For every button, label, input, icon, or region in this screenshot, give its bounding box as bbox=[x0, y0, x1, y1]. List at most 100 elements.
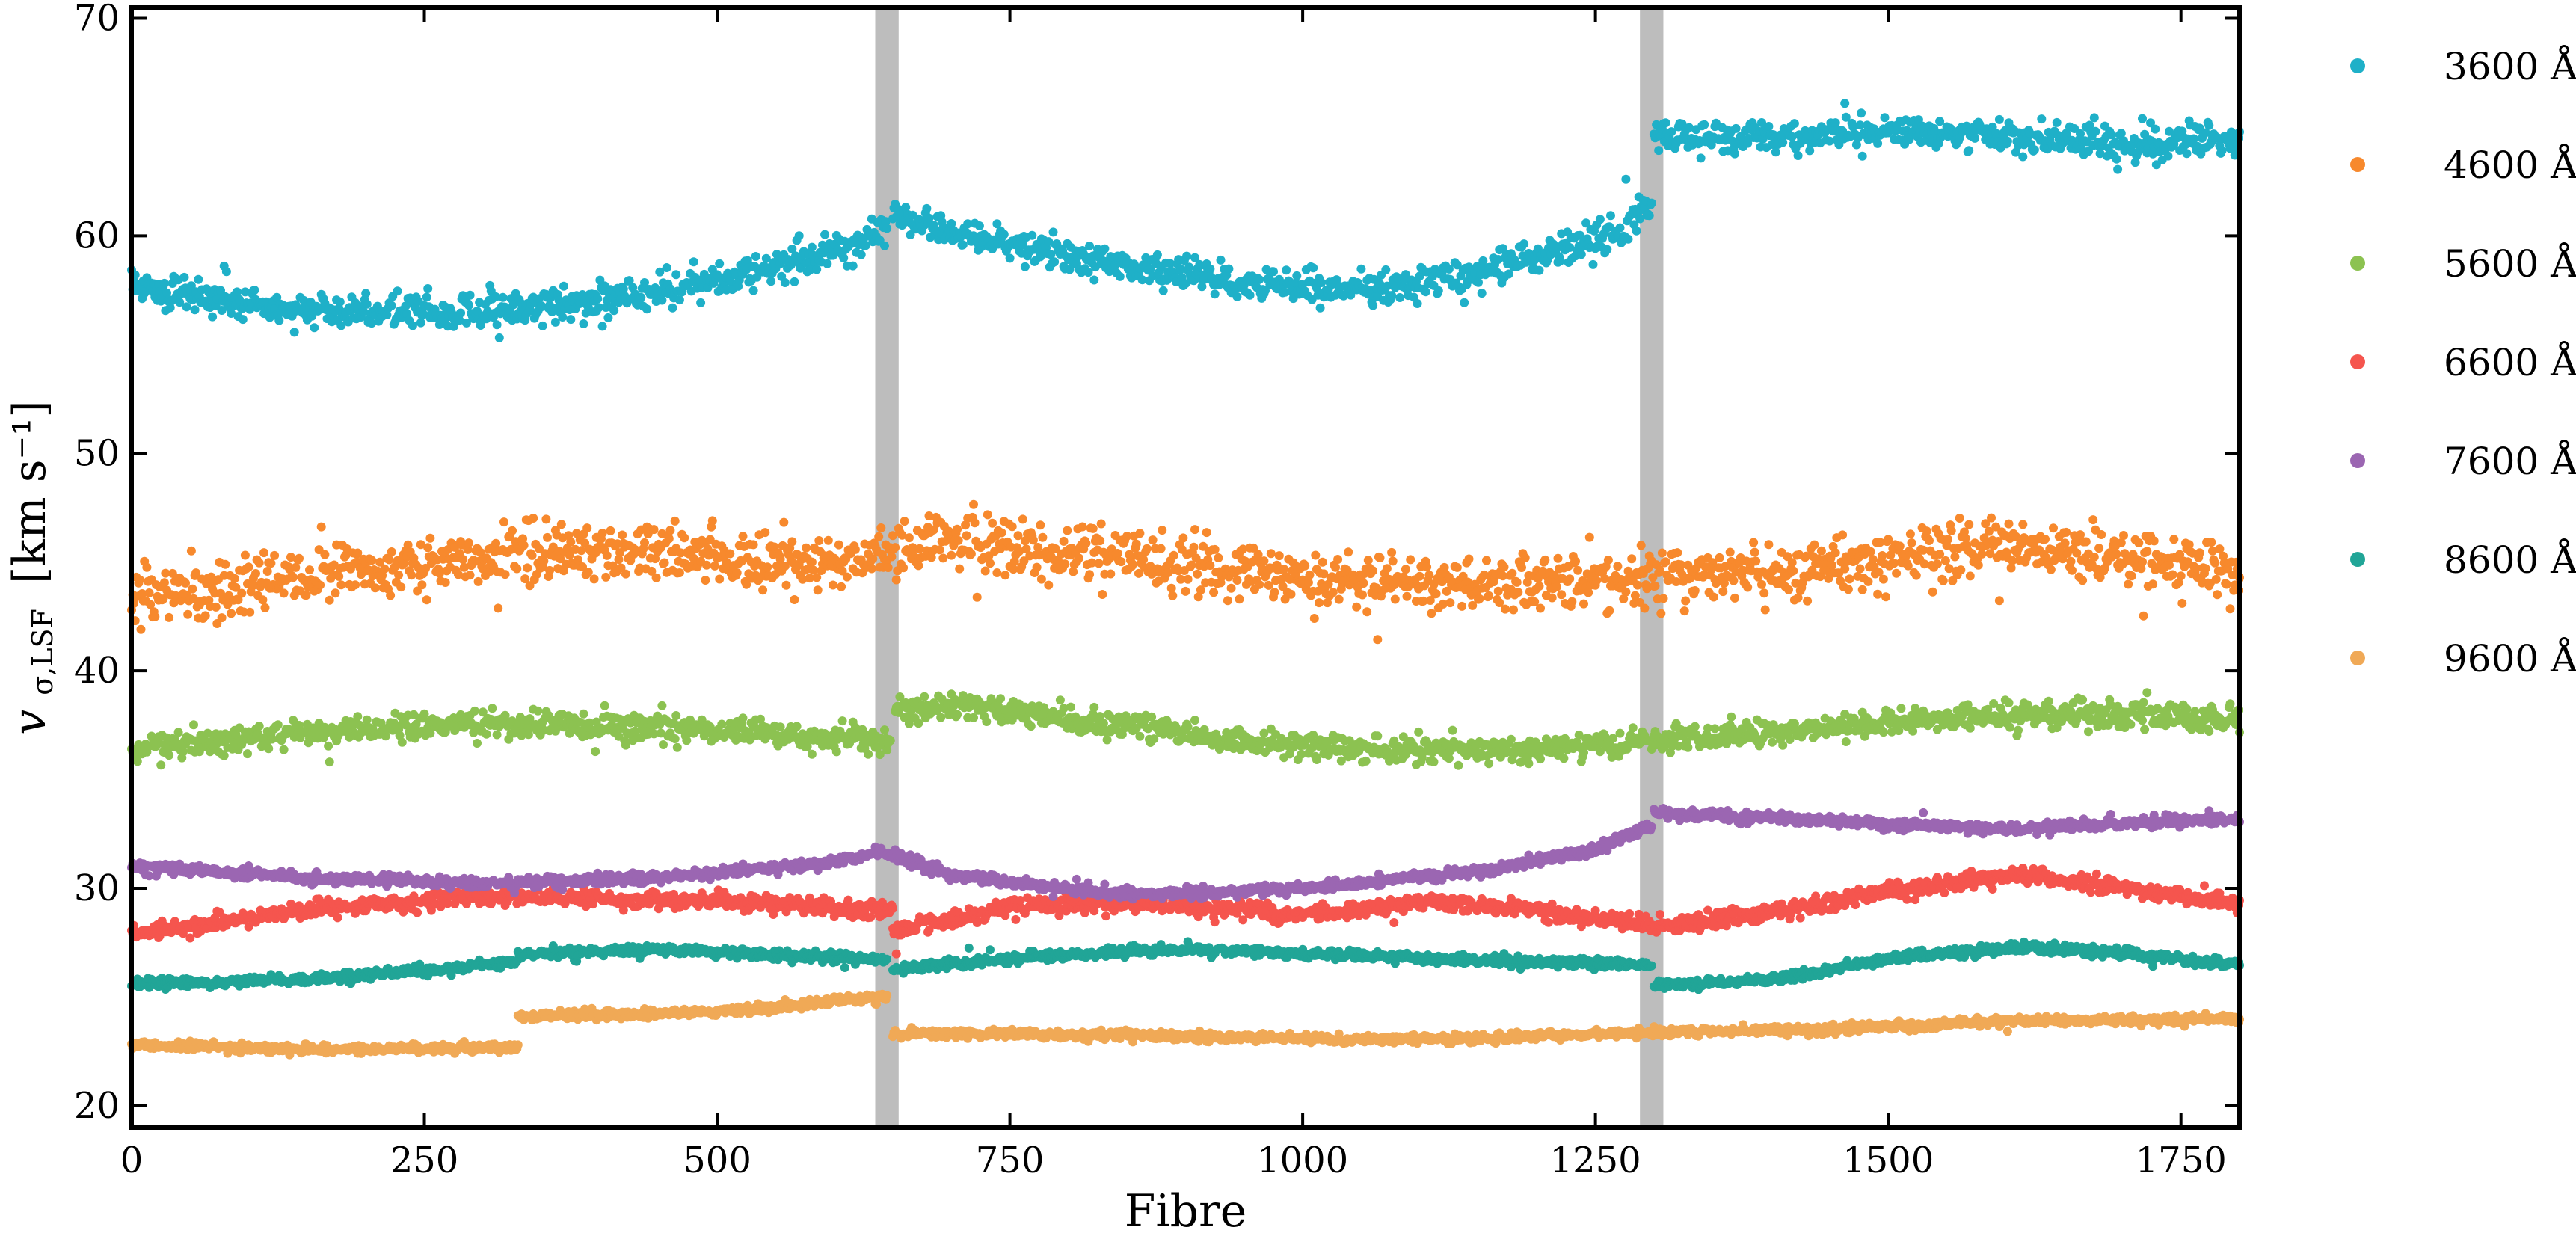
data-point bbox=[1507, 568, 1517, 578]
data-point bbox=[316, 580, 325, 590]
data-point bbox=[527, 550, 537, 560]
data-point bbox=[1210, 289, 1220, 299]
data-point bbox=[1606, 211, 1615, 221]
data-point bbox=[839, 253, 849, 263]
data-point bbox=[2177, 598, 2187, 608]
data-point bbox=[807, 557, 817, 567]
data-point bbox=[558, 313, 568, 322]
data-point bbox=[796, 263, 805, 273]
data-point bbox=[491, 292, 501, 301]
data-point bbox=[983, 510, 992, 520]
data-point bbox=[279, 745, 289, 754]
data-point bbox=[1973, 560, 1983, 570]
data-point bbox=[533, 706, 543, 716]
data-point bbox=[1567, 597, 1577, 606]
data-point bbox=[2138, 114, 2147, 123]
data-point bbox=[1182, 251, 1192, 261]
data-point bbox=[1223, 596, 1232, 606]
data-point bbox=[1878, 551, 1887, 560]
data-point bbox=[1855, 564, 1865, 574]
data-point bbox=[904, 533, 914, 543]
data-point bbox=[367, 556, 377, 565]
data-point bbox=[1060, 559, 1070, 569]
data-point bbox=[181, 578, 190, 588]
data-point bbox=[715, 259, 725, 268]
data-point bbox=[725, 549, 735, 559]
data-point bbox=[1547, 593, 1557, 603]
data-point bbox=[1603, 556, 1613, 565]
data-point bbox=[1880, 113, 1890, 123]
data-point bbox=[1460, 298, 1469, 307]
data-point bbox=[600, 701, 609, 710]
data-point bbox=[159, 578, 169, 588]
data-point bbox=[1000, 571, 1010, 580]
data-point bbox=[1878, 574, 1888, 584]
data-point bbox=[1506, 734, 1516, 744]
data-point bbox=[996, 694, 1006, 704]
data-point bbox=[1328, 588, 1338, 597]
data-point bbox=[1255, 274, 1264, 284]
data-point bbox=[1331, 562, 1340, 572]
data-point bbox=[186, 546, 196, 556]
data-point bbox=[642, 304, 652, 314]
data-point bbox=[1036, 574, 1046, 584]
data-point bbox=[901, 203, 911, 212]
data-point bbox=[299, 295, 309, 305]
data-point bbox=[1388, 556, 1398, 566]
data-point bbox=[1557, 590, 1567, 600]
data-point bbox=[2207, 538, 2216, 547]
data-point bbox=[1128, 559, 1137, 569]
data-point bbox=[2211, 574, 2221, 584]
data-point bbox=[243, 749, 252, 759]
data-point bbox=[1059, 536, 1069, 546]
data-point bbox=[402, 309, 411, 319]
data-point bbox=[1730, 593, 1739, 603]
data-point bbox=[707, 516, 717, 526]
data-point bbox=[670, 734, 680, 743]
data-point bbox=[1081, 538, 1091, 548]
data-point bbox=[1656, 609, 1666, 618]
data-point bbox=[953, 535, 963, 545]
data-point bbox=[407, 571, 416, 580]
data-point bbox=[1840, 99, 1850, 108]
data-point bbox=[1309, 263, 1318, 273]
data-point bbox=[1395, 293, 1405, 302]
data-point bbox=[416, 318, 425, 328]
data-point bbox=[953, 710, 962, 719]
data-point bbox=[1700, 120, 1709, 129]
data-point bbox=[1210, 544, 1220, 554]
data-point bbox=[325, 757, 334, 767]
data-point bbox=[1358, 590, 1367, 600]
data-point bbox=[422, 292, 431, 302]
data-point bbox=[1810, 540, 1819, 550]
data-point bbox=[144, 588, 154, 597]
data-point bbox=[508, 300, 518, 310]
data-point bbox=[701, 576, 710, 585]
data-point bbox=[1615, 728, 1625, 738]
data-point bbox=[1690, 586, 1700, 595]
data-point bbox=[1245, 290, 1255, 300]
data-point bbox=[1274, 551, 1284, 561]
data-point bbox=[508, 526, 517, 535]
data-point bbox=[465, 290, 475, 300]
data-point bbox=[962, 531, 971, 541]
data-point bbox=[790, 277, 799, 286]
data-point bbox=[254, 722, 264, 731]
data-point bbox=[790, 595, 799, 604]
data-point bbox=[494, 333, 504, 342]
data-point bbox=[2018, 520, 2028, 529]
data-point bbox=[219, 751, 229, 760]
data-point bbox=[1209, 588, 1219, 597]
data-point bbox=[1873, 589, 1883, 599]
data-point bbox=[1501, 604, 1510, 614]
data-point bbox=[182, 302, 191, 312]
data-point bbox=[251, 569, 260, 578]
data-point bbox=[1196, 585, 1205, 595]
data-point bbox=[1534, 582, 1544, 591]
data-point bbox=[336, 580, 346, 590]
data-point bbox=[748, 540, 758, 550]
data-point bbox=[1189, 542, 1199, 552]
data-point bbox=[1018, 514, 1027, 524]
data-point bbox=[958, 240, 968, 250]
data-point bbox=[173, 728, 183, 737]
